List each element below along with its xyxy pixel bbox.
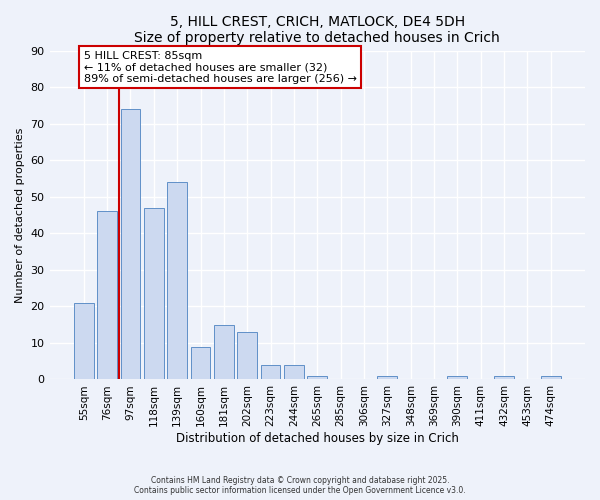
Bar <box>121 109 140 380</box>
Bar <box>214 324 234 380</box>
X-axis label: Distribution of detached houses by size in Crich: Distribution of detached houses by size … <box>176 432 459 445</box>
Bar <box>144 208 164 380</box>
Bar <box>167 182 187 380</box>
Bar <box>494 376 514 380</box>
Bar <box>74 302 94 380</box>
Bar <box>307 376 327 380</box>
Title: 5, HILL CREST, CRICH, MATLOCK, DE4 5DH
Size of property relative to detached hou: 5, HILL CREST, CRICH, MATLOCK, DE4 5DH S… <box>134 15 500 45</box>
Bar <box>97 212 117 380</box>
Bar <box>260 365 280 380</box>
Bar <box>541 376 560 380</box>
Bar <box>238 332 257 380</box>
Text: Contains HM Land Registry data © Crown copyright and database right 2025.
Contai: Contains HM Land Registry data © Crown c… <box>134 476 466 495</box>
Bar <box>377 376 397 380</box>
Text: 5 HILL CREST: 85sqm
← 11% of detached houses are smaller (32)
89% of semi-detach: 5 HILL CREST: 85sqm ← 11% of detached ho… <box>84 50 357 84</box>
Y-axis label: Number of detached properties: Number of detached properties <box>15 128 25 302</box>
Bar <box>191 346 211 380</box>
Bar <box>284 365 304 380</box>
Bar <box>448 376 467 380</box>
